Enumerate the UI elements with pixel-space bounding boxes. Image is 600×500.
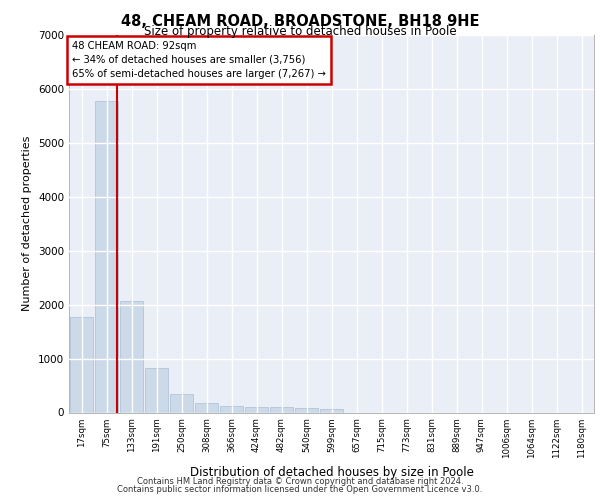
Bar [70, 316, 93, 412]
Bar [170, 394, 193, 412]
Bar [295, 408, 318, 412]
Bar [245, 406, 268, 412]
Bar [320, 408, 343, 412]
Bar [145, 368, 168, 412]
Text: 48, CHEAM ROAD, BROADSTONE, BH18 9HE: 48, CHEAM ROAD, BROADSTONE, BH18 9HE [121, 14, 479, 29]
Text: 48 CHEAM ROAD: 92sqm
← 34% of detached houses are smaller (3,756)
65% of semi-de: 48 CHEAM ROAD: 92sqm ← 34% of detached h… [71, 40, 325, 78]
Bar [195, 402, 218, 412]
Bar [220, 406, 243, 412]
Text: Contains public sector information licensed under the Open Government Licence v3: Contains public sector information licen… [118, 484, 482, 494]
Bar [120, 302, 143, 412]
Text: Contains HM Land Registry data © Crown copyright and database right 2024.: Contains HM Land Registry data © Crown c… [137, 477, 463, 486]
Y-axis label: Number of detached properties: Number of detached properties [22, 136, 32, 312]
X-axis label: Distribution of detached houses by size in Poole: Distribution of detached houses by size … [190, 466, 473, 479]
Bar [270, 408, 293, 412]
Text: Size of property relative to detached houses in Poole: Size of property relative to detached ho… [143, 25, 457, 38]
Bar [95, 101, 118, 412]
